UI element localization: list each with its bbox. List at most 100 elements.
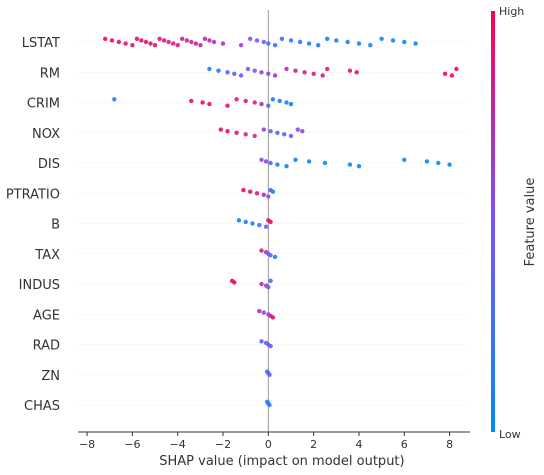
shap-point xyxy=(109,38,115,43)
feature-label: TAX xyxy=(34,248,60,263)
shap-point xyxy=(252,68,257,73)
shap-point xyxy=(402,157,407,162)
shap-point xyxy=(254,191,260,196)
x-tick-label: 8 xyxy=(446,438,453,451)
shap-point xyxy=(189,98,194,104)
shap-point xyxy=(259,248,264,253)
shap-point xyxy=(266,285,271,290)
shap-point xyxy=(157,36,162,41)
shap-point xyxy=(311,71,316,77)
feature-label: LSTAT xyxy=(22,36,60,51)
shap-point xyxy=(449,73,455,78)
colorbar-low-label: Low xyxy=(499,428,521,441)
shap-point xyxy=(259,101,264,107)
shap-point xyxy=(248,189,253,194)
shap-point xyxy=(166,39,171,45)
shap-point xyxy=(261,310,266,315)
x-tick-label: 0 xyxy=(265,438,272,451)
feature-label: B xyxy=(51,218,60,233)
shap-point xyxy=(139,38,144,43)
shap-point xyxy=(180,36,185,41)
shap-point xyxy=(347,68,353,73)
feature-label: RAD xyxy=(33,339,60,354)
shap-point xyxy=(306,41,312,46)
shap-point xyxy=(202,36,208,41)
shap-point xyxy=(123,41,128,46)
shap-point xyxy=(302,70,307,75)
shap-point xyxy=(293,157,298,162)
shap-point xyxy=(234,97,239,102)
shap-point xyxy=(266,194,271,199)
shap-point xyxy=(207,101,212,107)
shap-point xyxy=(238,43,244,48)
feature-label: INDUS xyxy=(19,278,60,293)
shap-point xyxy=(316,43,321,48)
row-guides xyxy=(78,41,470,406)
shap-point xyxy=(345,39,350,45)
shap-point xyxy=(266,103,271,108)
shap-point xyxy=(248,36,253,41)
shap-point xyxy=(243,219,248,225)
shap-point xyxy=(325,66,330,72)
x-tick-label: 4 xyxy=(355,438,362,451)
shap-point xyxy=(272,43,278,48)
x-tick-label: −4 xyxy=(170,438,186,451)
shap-point xyxy=(424,159,430,164)
shap-point xyxy=(293,68,298,73)
shap-point xyxy=(272,73,278,78)
shap-point xyxy=(207,66,212,72)
shap-point xyxy=(243,132,248,137)
shap-point xyxy=(306,159,312,164)
x-axis-title: SHAP value (impact on model output) xyxy=(159,454,404,469)
shap-point xyxy=(270,97,276,102)
shap-point xyxy=(243,98,248,104)
shap-point xyxy=(356,164,362,169)
feature-label: CHAS xyxy=(24,399,60,414)
shap-point xyxy=(189,39,194,45)
shap-point xyxy=(295,127,300,132)
shap-point xyxy=(390,38,396,43)
shap-point xyxy=(116,39,122,45)
x-tick-label: 6 xyxy=(401,438,408,451)
shap-point xyxy=(211,39,217,45)
shap-point xyxy=(354,70,359,75)
shap-point xyxy=(277,98,282,104)
shap-point xyxy=(193,41,198,46)
shap-point xyxy=(259,70,264,75)
shap-point xyxy=(268,219,273,225)
shap-point xyxy=(245,66,251,72)
shap-point xyxy=(322,160,328,166)
feature-label: ZN xyxy=(41,369,60,384)
shap-point xyxy=(320,73,325,78)
shap-point xyxy=(288,133,294,139)
shap-point xyxy=(267,372,272,377)
shap-point xyxy=(184,38,189,43)
shap-point xyxy=(257,222,262,228)
shap-point xyxy=(161,38,167,43)
shap-point xyxy=(238,73,244,78)
shap-point xyxy=(284,66,289,72)
shap-point xyxy=(252,100,257,105)
shap-point xyxy=(232,71,237,77)
shap-point xyxy=(175,43,180,48)
shap-point xyxy=(134,36,140,41)
shap-point xyxy=(402,39,407,45)
shap-point xyxy=(272,254,278,260)
shap-point xyxy=(216,68,221,73)
shap-point xyxy=(379,36,384,41)
shap-point xyxy=(268,129,273,134)
shap-point xyxy=(257,308,262,314)
shap-point xyxy=(252,133,257,139)
colorbar-title: Feature value xyxy=(523,178,538,267)
shap-points xyxy=(103,36,459,408)
shap-point xyxy=(171,41,176,46)
shap-point xyxy=(275,130,280,135)
shap-point xyxy=(261,39,266,45)
shap-point xyxy=(259,157,264,162)
feature-label: NOX xyxy=(32,127,60,142)
shap-point xyxy=(268,253,273,258)
colorbar-high-label: High xyxy=(499,5,524,18)
x-tick-label: −8 xyxy=(79,438,95,451)
shap-point xyxy=(268,278,273,283)
shap-point xyxy=(263,224,269,229)
